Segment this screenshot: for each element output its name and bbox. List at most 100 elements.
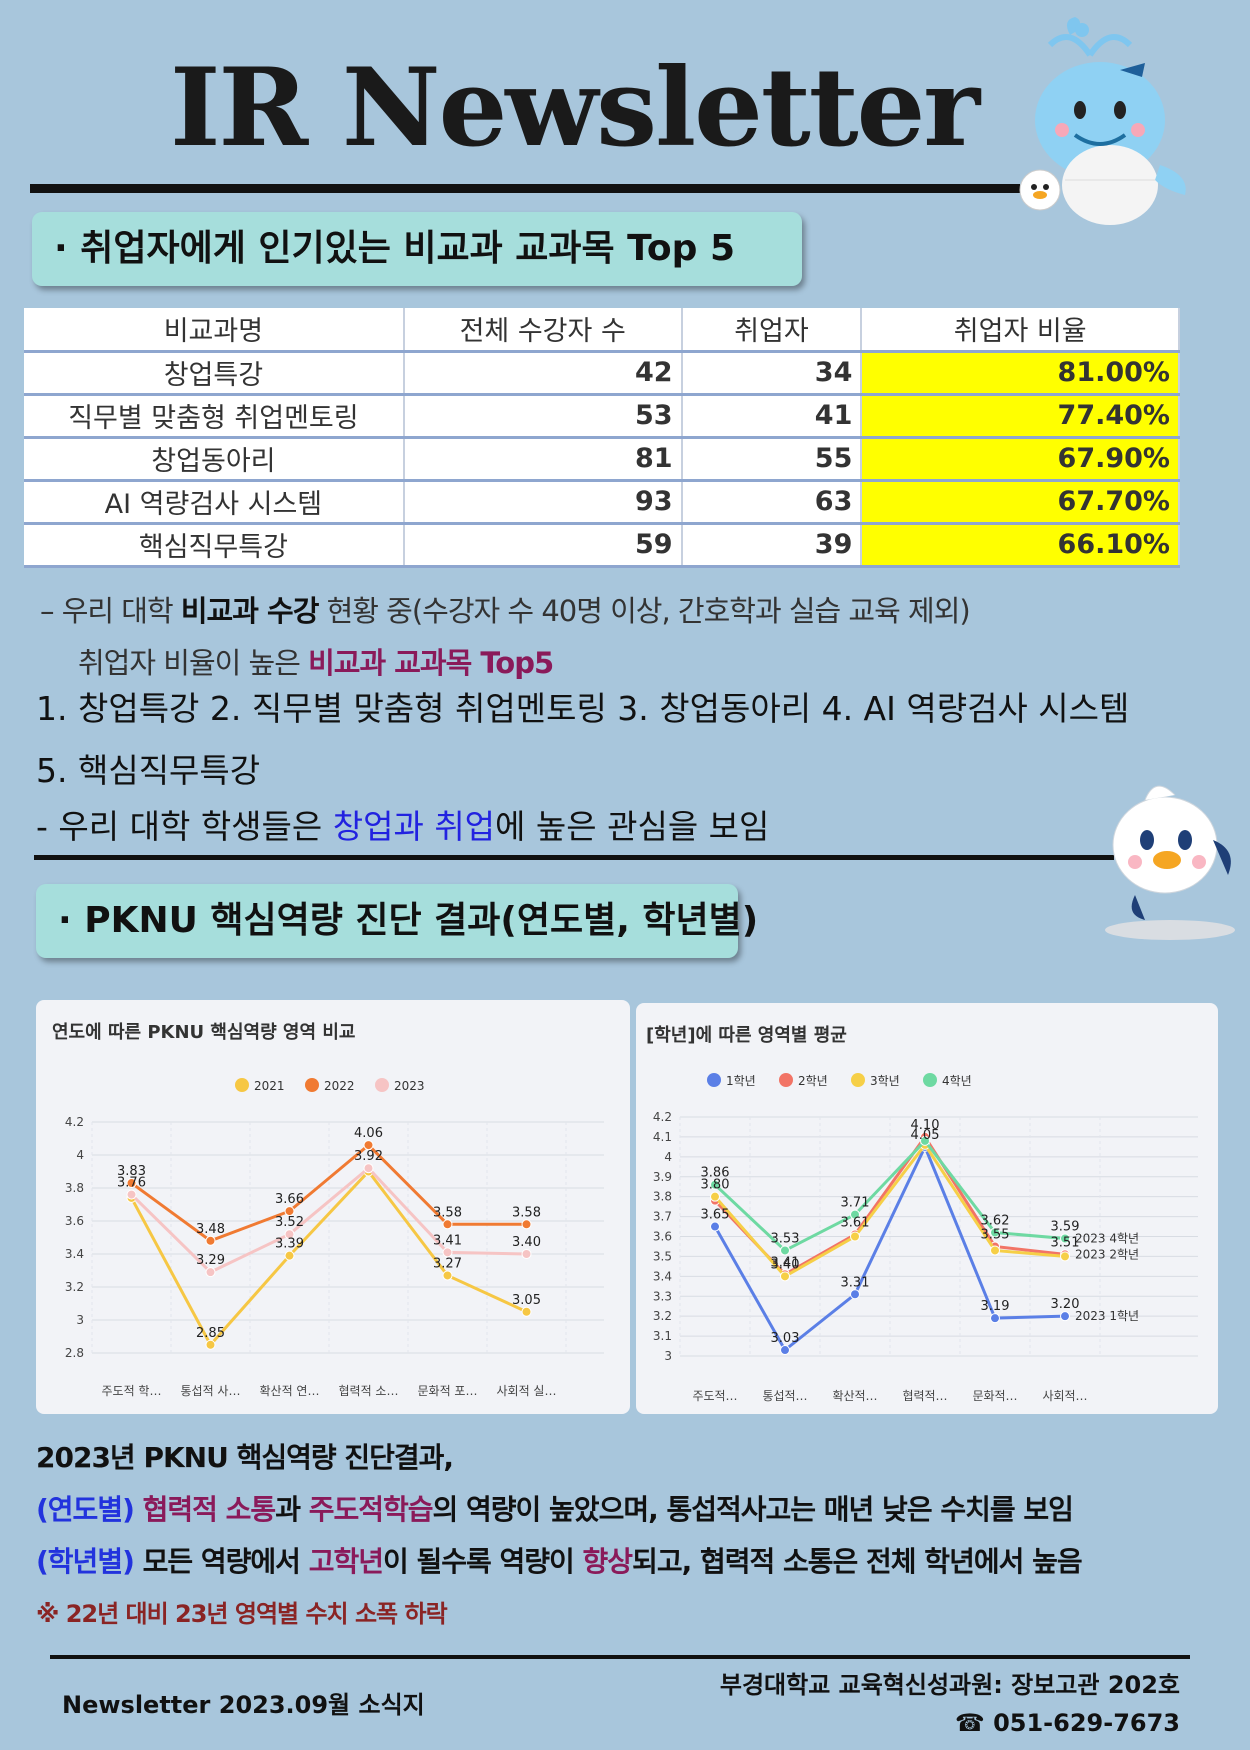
- x-tick-label: 확산적 연…: [260, 1384, 320, 1398]
- data-point: [442, 1247, 453, 1258]
- employed-count: 63: [681, 480, 863, 525]
- legend-swatch: [375, 1078, 389, 1092]
- data-point: [920, 1135, 930, 1146]
- y-tick-label: 3.8: [65, 1181, 84, 1195]
- legend-swatch: [851, 1073, 865, 1087]
- x-tick-label: 확산적…: [832, 1389, 877, 1403]
- data-point: [284, 1206, 295, 1217]
- legend-swatch: [235, 1078, 249, 1092]
- legend-label: 1학년: [726, 1074, 756, 1088]
- data-label: 3.61: [841, 1216, 870, 1231]
- data-point: [990, 1227, 1000, 1238]
- legend-swatch: [779, 1073, 793, 1087]
- y-tick-label: 3: [664, 1349, 672, 1363]
- table-row: AI 역량검사 시스템 93 63 67.70%: [24, 480, 1180, 525]
- series-line: [713, 1138, 1066, 1253]
- data-label: 3.65: [701, 1208, 730, 1223]
- data-label: 3.92: [354, 1149, 383, 1164]
- summary-text: 이 될수록 역량이: [382, 1545, 583, 1578]
- legend-label: 2021: [254, 1079, 285, 1093]
- data-label: 4.10: [911, 1118, 940, 1133]
- bird-mascot-icon: [1105, 785, 1235, 940]
- y-tick-label: 3.4: [653, 1269, 672, 1283]
- summary-text: 모든 역량에서: [142, 1545, 309, 1578]
- data-label: 3.76: [117, 1176, 146, 1191]
- y-tick-label: 4: [76, 1148, 84, 1162]
- data-point: [442, 1270, 453, 1281]
- data-point: [205, 1267, 216, 1278]
- employed-count: 39: [681, 523, 863, 568]
- data-point: [990, 1313, 1000, 1324]
- note-line: 취업자 비율이 높은 비교과 교과목 Top5: [40, 637, 970, 689]
- employment-rate: 67.70%: [861, 480, 1180, 525]
- data-point: [780, 1345, 790, 1356]
- data-label: 3.62: [981, 1214, 1010, 1229]
- series-line: [130, 1166, 527, 1274]
- series-line: [713, 1134, 1066, 1277]
- summary-line: 2023년 PKNU 핵심역량 진단결과,: [36, 1441, 454, 1474]
- course-name: 창업특강: [24, 351, 405, 396]
- data-label: 3.41: [433, 1233, 462, 1248]
- x-tick-label: 주도적…: [692, 1389, 737, 1403]
- y-tick-label: 3.3: [653, 1289, 672, 1303]
- summary-label: (연도별): [36, 1493, 143, 1526]
- x-tick-label: 통섭적 사…: [181, 1384, 241, 1398]
- series-end-label: 2023 1학년: [1075, 1309, 1139, 1323]
- y-tick-label: 3.6: [65, 1214, 84, 1228]
- list-item: 5. 핵심직무특강: [36, 751, 261, 790]
- y-tick-label: 3.8: [653, 1190, 672, 1204]
- masthead: IR Newsletter: [0, 30, 1250, 171]
- summary-text: 과: [275, 1493, 309, 1526]
- note-text: 현황 중(수강자 수 40명 이상, 간호학과 실습 교육 제외): [318, 594, 971, 628]
- employed-count: 41: [681, 394, 863, 439]
- list-item: 1. 창업특강 2. 직무별 맞춤형 취업멘토링 3. 창업동아리 4. AI …: [36, 689, 1130, 728]
- newsletter-title: IR Newsletter: [170, 45, 980, 171]
- note-text: 취업자 비율이 높은: [78, 646, 309, 680]
- data-label: 3.53: [771, 1231, 800, 1246]
- y-tick-label: 3.2: [65, 1280, 84, 1294]
- y-tick-label: 4.1: [653, 1130, 672, 1144]
- data-label: 3.55: [981, 1227, 1010, 1242]
- data-point: [521, 1219, 532, 1230]
- note-text: – 우리 대학: [40, 594, 181, 628]
- summary-label: (학년별): [36, 1545, 143, 1578]
- data-point: [205, 1339, 216, 1350]
- x-tick-label: 사회적 실…: [497, 1384, 557, 1398]
- chart-title: [학년]에 따른 영역별 평균: [646, 1025, 847, 1046]
- data-label: 3.71: [841, 1196, 870, 1211]
- footer-address: 부경대학교 교육혁신성과원: 장보고관 202호: [719, 1671, 1180, 1699]
- column-header: 취업자 비율: [861, 308, 1180, 353]
- legend-swatch: [707, 1073, 721, 1087]
- data-label: 3.80: [701, 1178, 730, 1193]
- summary-emphasis: 주도적학습: [308, 1493, 434, 1526]
- data-point: [205, 1235, 216, 1246]
- course-name: 창업동아리: [24, 437, 405, 482]
- footer-contact: 부경대학교 교육혁신성과원: 장보고관 202호 ☎ 051-629-7673: [720, 1666, 1180, 1742]
- data-point: [710, 1191, 720, 1202]
- x-tick-label: 문화적…: [972, 1389, 1017, 1403]
- table-header-row: 비교과명 전체 수강자 수 취업자 취업자 비율: [24, 308, 1180, 353]
- data-point: [126, 1178, 137, 1189]
- data-label: 4.05: [911, 1128, 940, 1143]
- data-label: 4.06: [354, 1126, 383, 1141]
- chart-title: 연도에 따른 PKNU 핵심역량 영역 비교: [52, 1022, 356, 1043]
- y-tick-label: 3.7: [653, 1210, 672, 1224]
- column-header: 비교과명: [24, 308, 405, 353]
- data-label: 3.48: [196, 1222, 225, 1237]
- data-label: 3.05: [512, 1293, 541, 1308]
- data-label: 3.66: [275, 1192, 304, 1207]
- employed-count: 55: [681, 437, 863, 482]
- series-line: [713, 1143, 1066, 1353]
- x-tick-label: 문화적 포…: [418, 1384, 478, 1398]
- total-count: 81: [403, 437, 683, 482]
- total-count: 42: [403, 351, 683, 396]
- data-label: 3.40: [512, 1235, 541, 1250]
- x-tick-label: 통섭적…: [762, 1389, 807, 1403]
- column-header: 취업자: [681, 308, 863, 353]
- section-heading-top5: · 취업자에게 인기있는 비교과 교과목 Top 5: [32, 212, 802, 286]
- employment-rate: 67.90%: [861, 437, 1180, 482]
- summary-text: 의 역량이 높았으며, 통섭적사고는 매년 낮은 수치를 보임: [432, 1493, 1074, 1526]
- data-label: 3.20: [1051, 1297, 1080, 1312]
- course-name: 직무별 맞춤형 취업멘토링: [24, 394, 405, 439]
- note-text: 에 높은 관심을 보임: [495, 807, 770, 846]
